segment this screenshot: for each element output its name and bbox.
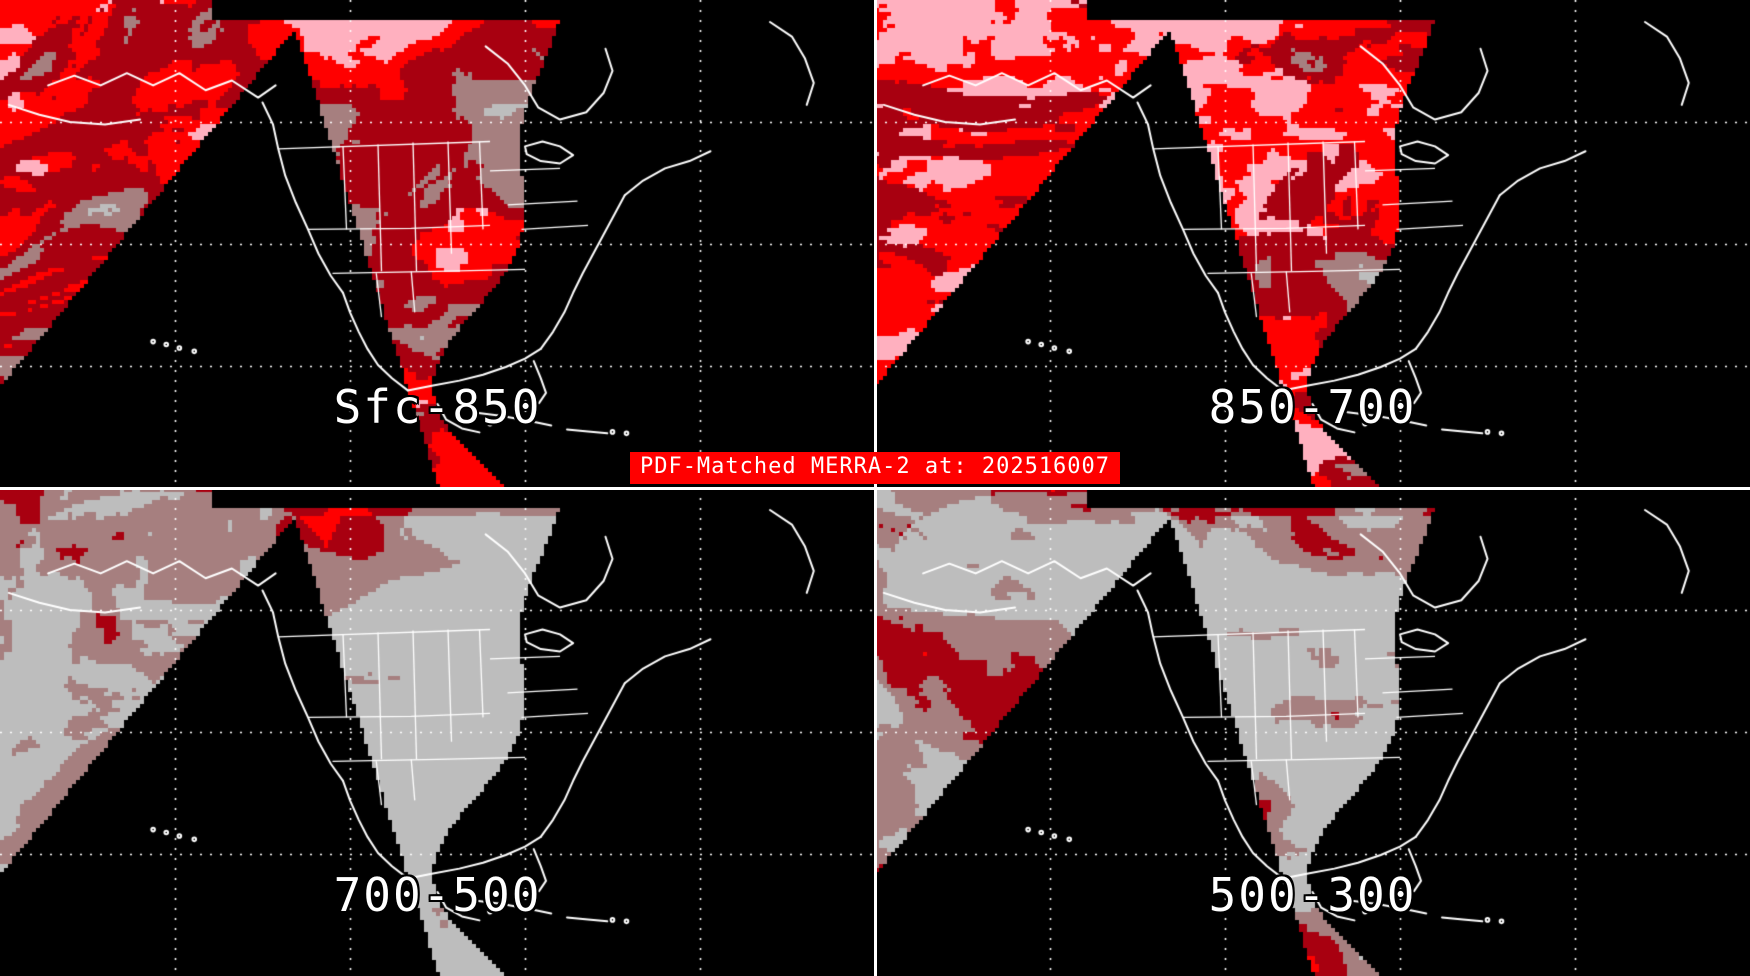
figure-title-banner: PDF-Matched MERRA-2 at: 202516007 (629, 452, 1121, 484)
map-canvas-500-300 (875, 488, 1750, 976)
panel-sfc-850[interactable]: Sfc-850 (0, 0, 875, 488)
map-canvas-850-700 (875, 0, 1750, 488)
map-canvas-sfc-850 (0, 0, 875, 488)
panel-divider-horizontal (0, 487, 1750, 490)
map-canvas-700-500 (0, 488, 875, 976)
panel-700-500[interactable]: 700-500 (0, 488, 875, 976)
panel-850-700[interactable]: 850-700 (875, 0, 1750, 488)
panel-500-300[interactable]: 500-300 (875, 488, 1750, 976)
